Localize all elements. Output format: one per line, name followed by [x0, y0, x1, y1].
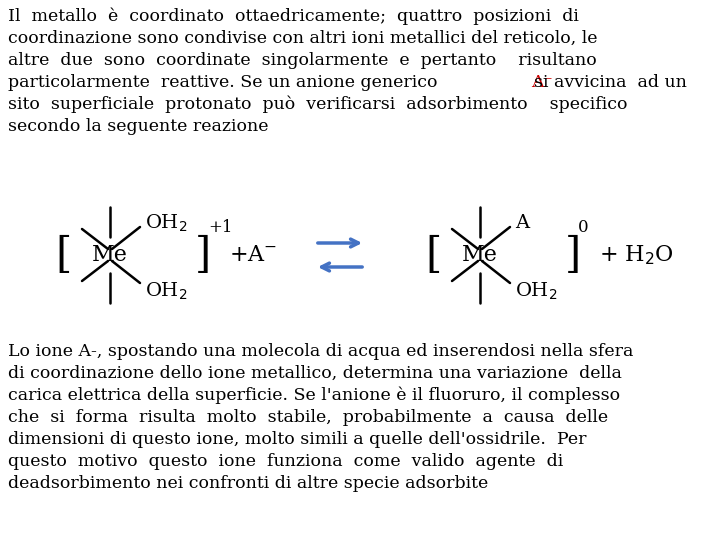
Text: Me: Me [92, 244, 128, 266]
Text: OH$_2$: OH$_2$ [515, 280, 557, 302]
Text: di coordinazione dello ione metallico, determina una variazione  della: di coordinazione dello ione metallico, d… [8, 364, 622, 382]
Text: dimensioni di questo ione, molto simili a quelle dell'ossidrile.  Per: dimensioni di questo ione, molto simili … [8, 430, 587, 448]
Text: +A$^{-}$: +A$^{-}$ [222, 244, 277, 266]
Text: 0: 0 [578, 219, 589, 235]
Text: si avvicina  ad un: si avvicina ad un [523, 73, 687, 91]
Text: particolarmente  reattive. Se un anione generico: particolarmente reattive. Se un anione g… [8, 73, 443, 91]
Text: ]: ] [565, 234, 581, 276]
Text: OH$_2$: OH$_2$ [145, 280, 187, 302]
Text: deadsorbimento nei confronti di altre specie adsorbite: deadsorbimento nei confronti di altre sp… [8, 475, 488, 491]
Text: questo  motivo  questo  ione  funziona  come  valido  agente  di: questo motivo questo ione funziona come … [8, 453, 563, 470]
Text: Me: Me [462, 244, 498, 266]
Text: secondo la seguente reazione: secondo la seguente reazione [8, 118, 269, 134]
Text: OH$_2$: OH$_2$ [145, 212, 187, 234]
Text: Lo ione A-, spostando una molecola di acqua ed inserendosi nella sfera: Lo ione A-, spostando una molecola di ac… [8, 342, 634, 360]
Text: ]: ] [195, 234, 211, 276]
Text: Il  metallo  è  coordinato  ottaedricamente;  quattro  posizioni  di: Il metallo è coordinato ottaedricamente;… [8, 7, 579, 25]
Text: altre  due  sono  coordinate  singolarmente  e  pertanto    risultano: altre due sono coordinate singolarmente … [8, 52, 597, 69]
Text: [: [ [55, 234, 71, 276]
Text: A⁻: A⁻ [531, 73, 553, 91]
Text: +1: +1 [208, 219, 233, 235]
Text: che  si  forma  risulta  molto  stabile,  probabilmente  a  causa  delle: che si forma risulta molto stabile, prob… [8, 409, 608, 426]
Text: [: [ [425, 234, 441, 276]
Text: sito  superficiale  protonato  può  verificarsi  adsorbimento    specifico: sito superficiale protonato può verifica… [8, 95, 628, 113]
Text: coordinazione sono condivise con altri ioni metallici del reticolo, le: coordinazione sono condivise con altri i… [8, 30, 598, 46]
Text: A: A [515, 214, 529, 232]
Text: + H$_2$O: + H$_2$O [592, 243, 674, 267]
Text: carica elettrica della superficie. Se l'anione è il fluoruro, il complesso: carica elettrica della superficie. Se l'… [8, 386, 620, 403]
